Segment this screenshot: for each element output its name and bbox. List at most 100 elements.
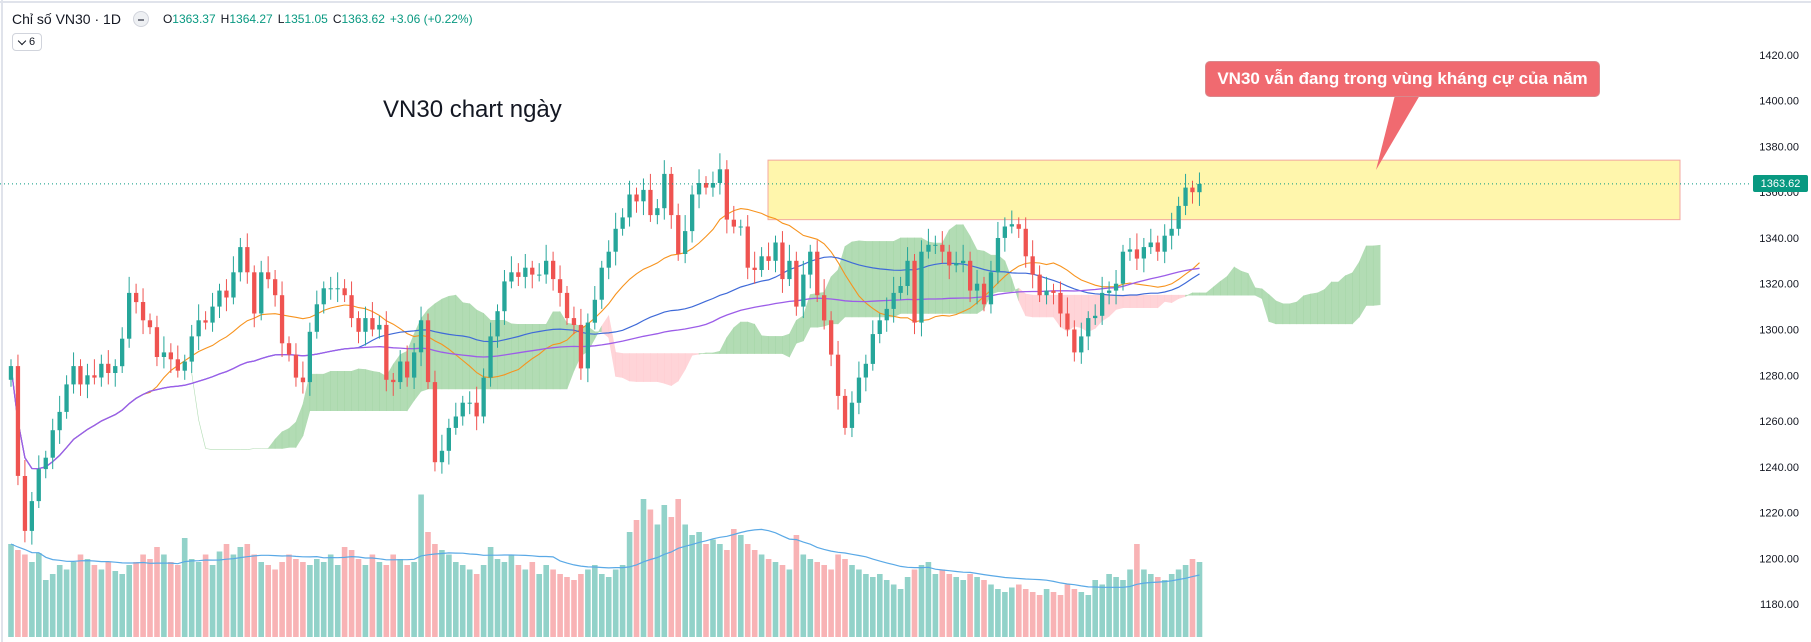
volume-bar (487, 547, 494, 637)
candle-body (1162, 235, 1167, 252)
volume-bar (446, 554, 452, 637)
candlesticks (8, 153, 1202, 545)
volume-bar (724, 550, 730, 637)
volume-bar (320, 562, 327, 637)
candle-body (307, 331, 312, 383)
cloud-segment (955, 224, 964, 314)
volume-bar (43, 580, 49, 637)
cloud-segment (1226, 266, 1235, 296)
symbol-title[interactable]: Chỉ số VN30 · 1D (12, 11, 121, 27)
candle-body (342, 288, 347, 296)
candle-body (1113, 283, 1119, 291)
volume-bar (508, 554, 515, 637)
cloud-segment (267, 438, 276, 449)
volume-bar (147, 559, 153, 637)
price-axis[interactable]: 1180.00 1200.00 1220.00 1240.00 1260.00 1280.… (1759, 50, 1799, 611)
cloud-segment (344, 370, 352, 412)
cloud-segment (622, 353, 630, 382)
volume-bar (967, 574, 973, 637)
cloud-segment (1289, 301, 1298, 325)
candle-body (439, 450, 445, 463)
volume-bar (953, 577, 959, 637)
volume-bar (703, 544, 709, 637)
volume-bar (63, 569, 70, 637)
candle-body (655, 208, 660, 216)
candle-body (460, 402, 465, 417)
candle-body (279, 295, 285, 344)
annotation-callout[interactable]: VN30 vẫn đang trong vùng kháng cự của nă… (1205, 61, 1600, 97)
volume-bar (473, 574, 480, 637)
volume-bar (1071, 589, 1078, 637)
candle-body (134, 292, 139, 303)
volume-bar (293, 559, 299, 637)
volume-bar (161, 554, 167, 637)
volume-bar (480, 565, 487, 637)
volume-bar (29, 562, 35, 637)
candle-body (1002, 226, 1007, 238)
cloud-segment (545, 311, 554, 390)
cloud-segment (372, 370, 380, 412)
candle-body (1079, 336, 1084, 353)
candle-body (551, 260, 556, 280)
cloud-segment (1185, 292, 1193, 297)
volume-bar (209, 565, 216, 637)
candle-body (731, 219, 736, 227)
volume-bar (286, 554, 292, 637)
candle-body (710, 183, 716, 188)
candle-body (446, 427, 451, 451)
volume-bar (404, 565, 410, 637)
volume-bar (314, 559, 320, 637)
candle-body (488, 336, 493, 378)
candle-body (99, 363, 104, 378)
high-value: 1364.27 (229, 12, 273, 26)
volume-bars (8, 494, 1203, 637)
volume-bar (599, 574, 605, 637)
candle-body (398, 361, 403, 383)
volume-bar (619, 565, 626, 637)
moving-averages (10, 208, 1200, 470)
cloud-segment (1365, 245, 1374, 306)
volume-bar (251, 554, 257, 637)
volume-bar (529, 562, 536, 637)
market-status-icon[interactable] (132, 11, 149, 27)
cloud-segment (469, 303, 477, 390)
cloud-segment (754, 323, 762, 354)
candle-body (1058, 292, 1063, 314)
cloud-segment (747, 321, 755, 354)
volume-bar (237, 547, 244, 637)
candle-body (815, 251, 820, 296)
cloud-segment (462, 302, 471, 390)
indicators-toggle[interactable]: 6 (12, 33, 43, 51)
volume-bar (36, 553, 42, 637)
cloud-segment (1039, 294, 1047, 318)
volume-bar (835, 554, 841, 637)
candle-body (905, 260, 910, 286)
cloud-segment (1143, 294, 1152, 309)
indicator-count: 6 (29, 36, 36, 48)
y-tick-label: 1280.00 (1759, 370, 1799, 382)
candle-body (15, 366, 21, 476)
cloud-segment (928, 241, 936, 314)
candle-body (182, 361, 187, 371)
candle-body (891, 292, 896, 309)
candle-body (544, 260, 549, 275)
cloud-segment (740, 321, 749, 354)
cloud-segment (330, 370, 338, 412)
volume-bar (1175, 569, 1182, 637)
candle-body (988, 272, 994, 305)
candle-body (85, 375, 90, 385)
candle-body (245, 247, 250, 273)
volume-bar (522, 569, 529, 637)
volume-bar (1050, 592, 1057, 637)
cloud-segment (247, 448, 255, 450)
candle-body (300, 377, 306, 383)
cloud-segment (1115, 294, 1124, 310)
volume-bar (84, 559, 91, 637)
candle-body (140, 302, 146, 321)
cloud-segment (705, 352, 714, 354)
candle-body (1127, 249, 1133, 252)
candle-body (808, 251, 813, 275)
candle-body (1169, 228, 1174, 236)
volume-bar (1022, 589, 1029, 637)
